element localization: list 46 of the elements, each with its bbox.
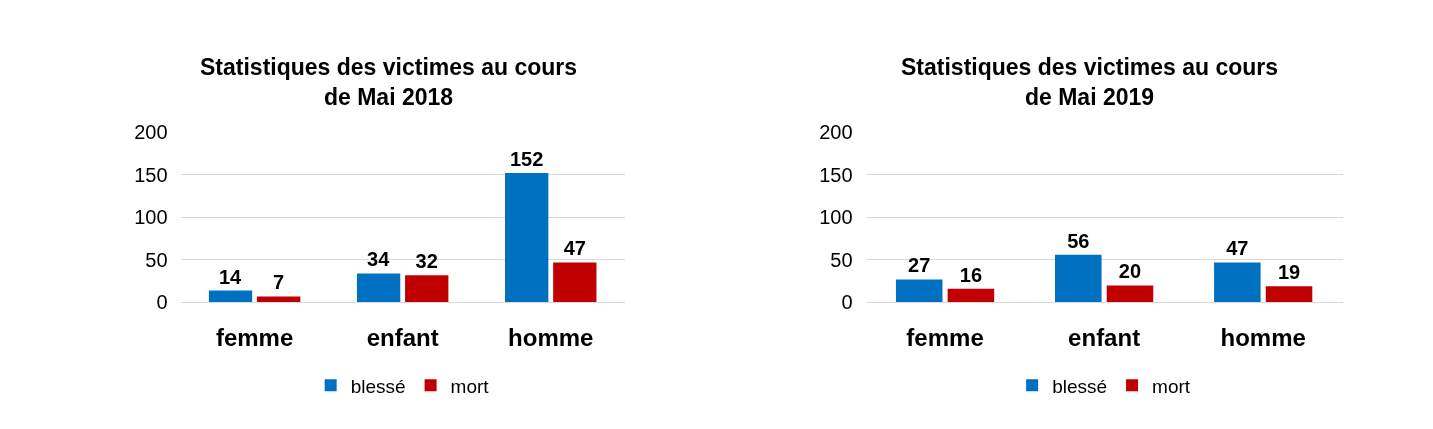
- y-tick-label: 200: [134, 121, 168, 144]
- data-label: 14: [218, 265, 243, 288]
- bar: [208, 290, 253, 303]
- bar: [405, 275, 449, 303]
- y-tick-label: 200: [819, 121, 853, 144]
- bar: [505, 173, 549, 303]
- bar: [356, 273, 401, 303]
- y-tick-label: 0: [841, 291, 853, 314]
- bar: [1055, 254, 1102, 303]
- bar: [257, 296, 301, 303]
- chart-title: Statistiques des victimes au cours de Mai 2018: [200, 54, 578, 110]
- legend-label: blessé: [350, 375, 406, 397]
- data-label: 34: [367, 248, 391, 271]
- chart-title: Statistiques des victimes au cours de Mai 2019: [901, 54, 1279, 110]
- legend-label: mort: [1152, 375, 1191, 397]
- legend-label: mort: [450, 375, 490, 397]
- data-label: 47: [563, 237, 586, 260]
- data-label: 56: [1067, 229, 1090, 252]
- data-label: 152: [510, 148, 544, 171]
- y-tick-label: 100: [134, 206, 168, 229]
- data-label: 16: [959, 263, 983, 286]
- data-label: 47: [1226, 237, 1249, 260]
- y-tick-label: 150: [134, 163, 168, 186]
- bar: [895, 279, 943, 303]
- data-label: 19: [1277, 261, 1301, 284]
- x-tick-label: femme: [906, 324, 984, 352]
- x-tick-label: enfant: [366, 324, 439, 352]
- x-tick-label: homme: [508, 324, 594, 352]
- data-label: 32: [415, 250, 438, 273]
- x-tick-label: homme: [1220, 324, 1306, 352]
- y-tick-label: 50: [830, 248, 853, 271]
- legend-label: blessé: [1052, 375, 1108, 397]
- x-tick-label: enfant: [1068, 324, 1141, 352]
- y-tick-label: 150: [819, 163, 853, 186]
- bar: [1106, 285, 1154, 303]
- bar: [1265, 286, 1313, 303]
- y-tick-label: 100: [819, 206, 853, 229]
- data-label: 27: [908, 254, 931, 277]
- bar: [947, 288, 995, 303]
- bar: [553, 262, 597, 303]
- data-label: 7: [273, 271, 285, 294]
- data-label: 20: [1118, 260, 1142, 283]
- x-tick-label: femme: [215, 324, 294, 352]
- y-tick-label: 50: [145, 248, 168, 271]
- y-tick-label: 0: [156, 291, 168, 314]
- bar: [1214, 262, 1261, 303]
